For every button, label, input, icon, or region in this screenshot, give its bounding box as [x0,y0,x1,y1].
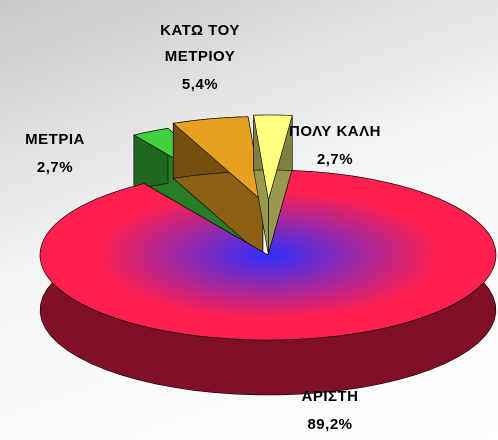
slice-label: ΚΑΤΩ ΤΟΥ ΜΕΤΡΙΟΥ [160,22,240,65]
slice-value-label: 5,4% [181,76,219,93]
pie-slice [253,114,293,201]
pie-slice [39,170,497,341]
slice-value-label: 89,2% [307,416,353,433]
pie-slice [172,116,264,203]
slice-value-label: 2,7% [36,159,74,176]
slice-label: ΑΡΙΣΤΗ [301,388,359,405]
slice-label: ΠΟΛΥ ΚΑΛΗ [289,123,381,140]
slice-label: ΜΕΤΡΙΑ [25,131,85,148]
slice-value-label: 2,7% [316,151,354,168]
